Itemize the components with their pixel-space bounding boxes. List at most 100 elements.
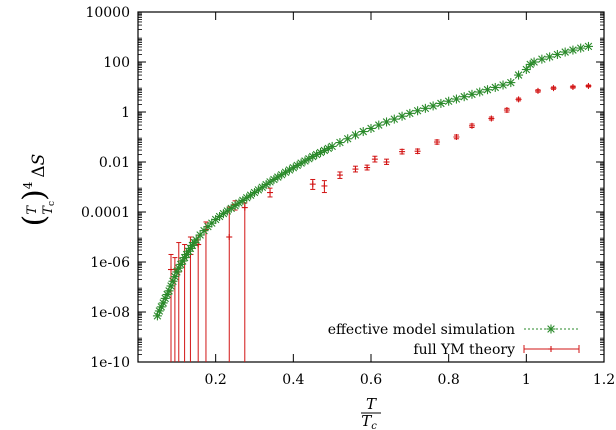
legend-label-fullym: full YM theory (413, 342, 515, 358)
y-tick-label: 1e-06 (90, 255, 130, 271)
data-point-full-ym (364, 164, 371, 171)
y-axis-title: (TTc)4ΔS (17, 154, 57, 227)
errorbar (203, 221, 209, 362)
legend-marker-effective (546, 324, 556, 334)
data-point-full-ym (371, 156, 378, 163)
y-axis-title-text: (TTc)4ΔS (17, 154, 57, 227)
data-point-effective (308, 152, 318, 162)
data-point-full-ym (434, 139, 441, 146)
data-point-full-ym (309, 181, 316, 188)
errorbar (242, 202, 248, 362)
series-effective-model (152, 41, 593, 321)
data-point-full-ym (414, 148, 421, 155)
data-point-effective (366, 123, 376, 133)
data-point-effective (358, 127, 368, 137)
data-point-effective (537, 54, 547, 64)
data-point-effective (382, 117, 392, 127)
data-point-effective (257, 182, 267, 192)
data-point-full-ym (585, 82, 592, 89)
data-point-full-ym (399, 148, 406, 155)
x-axis-title-denominator: Tc (361, 412, 377, 430)
data-point-full-ym (503, 107, 510, 114)
data-point-effective (350, 130, 360, 140)
data-point-effective (529, 57, 539, 67)
data-point-effective (483, 85, 492, 95)
data-point-effective (583, 41, 593, 51)
data-point-full-ym (453, 134, 460, 140)
data-point-effective (230, 201, 240, 211)
x-tick-label: 0.4 (282, 372, 304, 388)
x-tick-label: 0.2 (205, 372, 227, 388)
legend-label-effective: effective model simulation (328, 322, 515, 338)
data-point-effective (467, 89, 477, 99)
series-layer (152, 41, 593, 362)
data-point-full-ym (569, 84, 576, 90)
data-point-full-ym (468, 122, 475, 129)
data-point-effective (374, 120, 384, 130)
data-point-effective (397, 111, 407, 121)
data-point-full-ym (383, 159, 390, 165)
data-point-effective (545, 52, 555, 62)
data-point-effective (152, 311, 162, 321)
y-tick-label: 0.01 (99, 155, 130, 171)
data-point-effective (506, 78, 516, 88)
data-point-full-ym (321, 182, 328, 189)
data-point-effective (160, 293, 170, 303)
data-point-effective (343, 134, 353, 144)
data-point-effective (428, 101, 438, 111)
x-tick-label: 0.8 (438, 372, 460, 388)
data-point-effective (242, 193, 252, 203)
data-point-effective (420, 103, 430, 113)
data-point-effective (444, 96, 454, 106)
data-point-effective (327, 141, 337, 151)
y-tick-label: 100 (103, 55, 130, 71)
y-tick-label: 0.0001 (81, 205, 130, 221)
x-tick-label: 1.2 (593, 372, 615, 388)
x-tick-label: 1 (522, 372, 531, 388)
data-point-effective (335, 138, 345, 148)
data-point-effective (490, 82, 500, 92)
y-tick-label: 1e-10 (90, 355, 130, 371)
data-point-effective (211, 215, 221, 225)
data-point-effective (560, 47, 570, 57)
data-point-full-ym (488, 115, 495, 122)
data-point-full-ym (352, 166, 359, 173)
data-point-effective (389, 114, 399, 124)
legend-plus (548, 346, 554, 352)
data-point-full-ym (534, 87, 541, 94)
data-point-effective (475, 87, 485, 97)
y-tick-label: 1e-08 (90, 305, 130, 321)
data-point-effective (498, 80, 508, 90)
data-point-effective (246, 190, 256, 200)
data-point-full-ym (241, 204, 248, 211)
data-point-effective (552, 49, 562, 59)
data-point-effective (191, 235, 201, 245)
y-tick-label: 1 (121, 105, 130, 121)
data-point-effective (521, 65, 531, 75)
data-point-full-ym (226, 234, 233, 240)
legend-asterisk (546, 324, 556, 334)
x-tick-label: 0.6 (360, 372, 382, 388)
errorbar (187, 236, 193, 362)
errorbar (226, 206, 232, 362)
x-axis-title: T Tc (361, 395, 381, 430)
data-point-effective (568, 45, 578, 55)
data-point-effective (576, 43, 586, 53)
errorbar (195, 234, 201, 362)
legend-marker-fullym (548, 346, 554, 352)
data-point-effective (436, 98, 446, 108)
data-point-effective (405, 108, 415, 118)
data-point-full-ym (267, 189, 274, 196)
axes: 0.2 0.4 0.6 0.8 1 1.2 1e-10 1e-08 1e-06 0.0001 0.0… (81, 5, 615, 388)
data-point-effective (514, 70, 524, 80)
data-point-effective (451, 94, 461, 104)
data-point-full-ym (550, 85, 557, 92)
data-point-full-ym (515, 96, 522, 103)
data-point-effective (459, 92, 469, 102)
data-point-effective (413, 106, 423, 116)
y-tick-label: 10000 (85, 5, 130, 21)
x-axis-title-numerator: T (366, 395, 377, 413)
legend: effective model simulation full YM theor… (328, 322, 580, 358)
data-point-full-ym (336, 172, 343, 179)
